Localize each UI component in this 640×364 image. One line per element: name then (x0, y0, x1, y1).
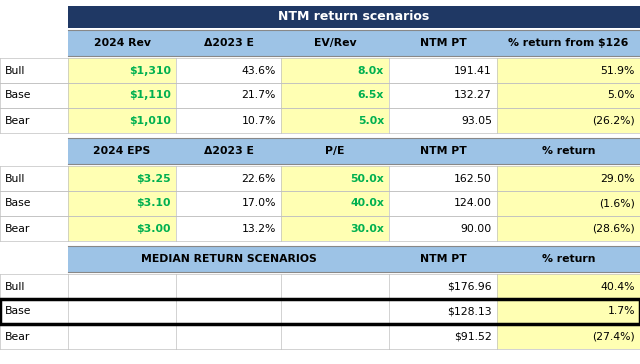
Text: P/E: P/E (325, 146, 345, 156)
Bar (497, 191, 640, 216)
Bar (0, 108, 640, 133)
Text: Base: Base (5, 198, 31, 209)
Bar (281, 108, 389, 133)
Text: % return from $126: % return from $126 (508, 38, 628, 48)
Text: 90.00: 90.00 (461, 223, 492, 233)
Text: 50.0x: 50.0x (350, 174, 384, 183)
Bar (68, 246, 640, 272)
Text: 1.7%: 1.7% (607, 306, 635, 317)
Bar (497, 166, 640, 191)
Text: 40.0x: 40.0x (350, 198, 384, 209)
Text: 43.6%: 43.6% (242, 66, 276, 75)
Bar (0, 166, 640, 191)
Text: 93.05: 93.05 (461, 115, 492, 126)
Bar (497, 274, 640, 299)
Bar (68, 83, 176, 108)
Bar (281, 58, 389, 83)
Bar (497, 108, 640, 133)
Text: Bull: Bull (5, 281, 26, 292)
Text: 17.0%: 17.0% (241, 198, 276, 209)
Bar (497, 83, 640, 108)
Text: 124.00: 124.00 (454, 198, 492, 209)
Text: 10.7%: 10.7% (241, 115, 276, 126)
Text: Bull: Bull (5, 174, 26, 183)
Text: $3.00: $3.00 (136, 223, 171, 233)
Text: NTM PT: NTM PT (420, 38, 467, 48)
Text: NTM return scenarios: NTM return scenarios (278, 11, 429, 24)
Text: 132.27: 132.27 (454, 91, 492, 100)
Text: 21.7%: 21.7% (242, 91, 276, 100)
Text: Bear: Bear (5, 332, 30, 341)
Text: (26.2%): (26.2%) (592, 115, 635, 126)
Text: % return: % return (541, 254, 595, 264)
Bar (281, 83, 389, 108)
Text: 2024 EPS: 2024 EPS (93, 146, 150, 156)
Text: 40.4%: 40.4% (600, 281, 635, 292)
Bar (0, 83, 640, 108)
Bar (497, 324, 640, 349)
Text: Bear: Bear (5, 115, 30, 126)
Text: 8.0x: 8.0x (358, 66, 384, 75)
Text: Base: Base (5, 306, 31, 317)
Text: $1,010: $1,010 (129, 115, 171, 126)
Text: $3.10: $3.10 (136, 198, 171, 209)
Bar (68, 58, 176, 83)
Text: 2024 Rev: 2024 Rev (93, 38, 150, 48)
Bar (0, 299, 640, 324)
Bar (497, 216, 640, 241)
Bar (68, 30, 640, 56)
Bar (281, 166, 389, 191)
Text: 22.6%: 22.6% (242, 174, 276, 183)
Bar (0, 324, 640, 349)
Text: (1.6%): (1.6%) (599, 198, 635, 209)
Text: Δ2023 E: Δ2023 E (204, 38, 253, 48)
Bar (68, 216, 176, 241)
Text: $91.52: $91.52 (454, 332, 492, 341)
Text: 30.0x: 30.0x (350, 223, 384, 233)
Bar (497, 299, 640, 324)
Bar (0, 0, 640, 8)
Text: Bull: Bull (5, 66, 26, 75)
Text: NTM PT: NTM PT (420, 254, 467, 264)
Bar (0, 58, 640, 83)
Text: (27.4%): (27.4%) (592, 332, 635, 341)
Text: 5.0%: 5.0% (607, 91, 635, 100)
Text: MEDIAN RETURN SCENARIOS: MEDIAN RETURN SCENARIOS (141, 254, 316, 264)
Text: $1,110: $1,110 (129, 91, 171, 100)
Bar (68, 191, 176, 216)
Bar (68, 6, 640, 28)
Bar (0, 299, 640, 324)
Text: 13.2%: 13.2% (242, 223, 276, 233)
Text: Base: Base (5, 91, 31, 100)
Text: (28.6%): (28.6%) (592, 223, 635, 233)
Bar (0, 274, 640, 299)
Bar (497, 58, 640, 83)
Bar (281, 216, 389, 241)
Bar (0, 216, 640, 241)
Text: Bear: Bear (5, 223, 30, 233)
Text: $1,310: $1,310 (129, 66, 171, 75)
Text: Δ2023 E: Δ2023 E (204, 146, 253, 156)
Text: $128.13: $128.13 (447, 306, 492, 317)
Text: 29.0%: 29.0% (600, 174, 635, 183)
Text: 191.41: 191.41 (454, 66, 492, 75)
Bar (281, 191, 389, 216)
Text: $3.25: $3.25 (136, 174, 171, 183)
Text: 162.50: 162.50 (454, 174, 492, 183)
Text: 6.5x: 6.5x (358, 91, 384, 100)
Bar (68, 166, 176, 191)
Bar (68, 138, 640, 164)
Text: $176.96: $176.96 (447, 281, 492, 292)
Bar (68, 108, 176, 133)
Text: % return: % return (541, 146, 595, 156)
Bar (0, 191, 640, 216)
Text: EV/Rev: EV/Rev (314, 38, 356, 48)
Text: 51.9%: 51.9% (600, 66, 635, 75)
Text: NTM PT: NTM PT (420, 146, 467, 156)
Text: 5.0x: 5.0x (358, 115, 384, 126)
